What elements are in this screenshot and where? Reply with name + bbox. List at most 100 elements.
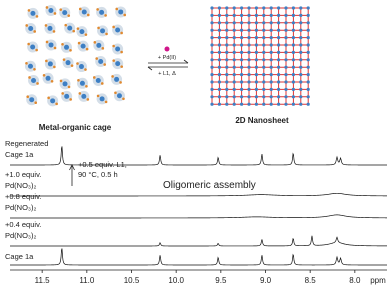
sheet-node (254, 43, 258, 47)
cage-node (84, 68, 87, 71)
sheet-node (240, 87, 244, 91)
sheet-node (269, 80, 273, 84)
cage-core (80, 43, 86, 49)
spectrum-trace (10, 192, 387, 197)
sheet-node (254, 58, 258, 62)
sheet-node (262, 28, 266, 32)
cage-node (27, 42, 30, 46)
cage-core (115, 61, 121, 67)
sheet-node (284, 50, 288, 55)
cage-node (44, 24, 48, 27)
cage-node (42, 74, 46, 77)
sheet-node (306, 36, 310, 40)
cage-node (69, 98, 72, 101)
reverse-label: + L1, Δ (158, 71, 176, 77)
sheet-node (217, 50, 221, 55)
cage-node (120, 65, 124, 68)
sheet-node (254, 50, 258, 55)
sheet-node (247, 6, 251, 10)
sheet-node (210, 65, 214, 69)
sheet-node (225, 73, 229, 77)
sheet-node (269, 6, 273, 10)
cage-node (34, 101, 38, 104)
sheet-node (299, 87, 303, 91)
sheet-node (254, 21, 258, 25)
trace-label: +1.0 equiv. (5, 170, 41, 179)
cage-node (70, 64, 74, 67)
cage-core (64, 93, 70, 99)
sheet-node (284, 102, 288, 106)
sheet-node (232, 6, 236, 10)
sheet-node (232, 95, 236, 99)
sheet-node (232, 80, 236, 84)
sheet-node (277, 28, 281, 32)
arrow-head (183, 59, 189, 64)
sheet-node (254, 36, 258, 40)
sheet-node (247, 36, 251, 40)
sheet-node (299, 28, 303, 32)
sheet-node (254, 65, 258, 69)
sheet-node (277, 13, 281, 17)
cage-node (111, 75, 114, 78)
cage-core (67, 25, 73, 31)
sheet-node (225, 102, 229, 106)
sheet-node (225, 87, 229, 91)
cage-core (78, 64, 84, 70)
annotation: +0.5 equiv. L1, (78, 160, 127, 169)
sheet-node (277, 73, 281, 77)
sheet-node (299, 73, 303, 77)
sheet-node (232, 13, 236, 17)
cage-node (27, 9, 31, 12)
cage-node (93, 41, 97, 44)
sheet-node (306, 73, 310, 77)
sheet-node (210, 13, 214, 17)
trace-label: Pd(NO₃)₂ (5, 231, 36, 240)
cage-node (53, 12, 57, 15)
x-tick-label: 8.0 (349, 276, 361, 285)
sheet-node (269, 43, 273, 47)
cage-node (115, 7, 119, 11)
sheet-node (217, 102, 221, 106)
cage-node (59, 79, 63, 83)
sheet-node (291, 102, 295, 106)
sheet-node (291, 65, 295, 69)
sheet-node (262, 65, 266, 69)
cage-core (28, 25, 34, 31)
cage-node (95, 57, 99, 60)
cage-core (30, 44, 36, 50)
sheet-node (217, 6, 221, 10)
sheet-node (291, 80, 295, 84)
cage-core (99, 9, 105, 15)
cage-core (100, 28, 106, 34)
cage-node (86, 13, 90, 17)
cage-node (61, 92, 64, 95)
cage-node (67, 85, 71, 89)
sheet-node (210, 95, 214, 99)
sheet-node (306, 50, 310, 55)
region-label: Oligomeric assembly (163, 180, 256, 191)
sheet-node (210, 58, 214, 62)
cage-node (112, 44, 115, 48)
sheet-node (262, 6, 266, 10)
sheet-node (217, 36, 221, 40)
sheet-node (217, 65, 221, 69)
sheet-node (269, 21, 273, 25)
sheet-node (210, 43, 214, 47)
sheet-node (306, 95, 310, 99)
cage-node (92, 76, 96, 79)
sheet-node (262, 73, 266, 77)
sheet-node (306, 58, 310, 62)
x-axis-label: ppm (370, 276, 386, 285)
sheet-node (291, 28, 295, 32)
sheet-node (299, 65, 303, 69)
cage-node (53, 65, 56, 69)
sheet-node (225, 13, 229, 17)
sheet-node (284, 28, 288, 32)
sheet-node (254, 87, 258, 91)
cage-core (64, 44, 70, 50)
pd-dot (164, 46, 170, 52)
sheet-node (306, 6, 310, 10)
sheet-node (247, 80, 251, 84)
sheet-node (232, 21, 236, 25)
